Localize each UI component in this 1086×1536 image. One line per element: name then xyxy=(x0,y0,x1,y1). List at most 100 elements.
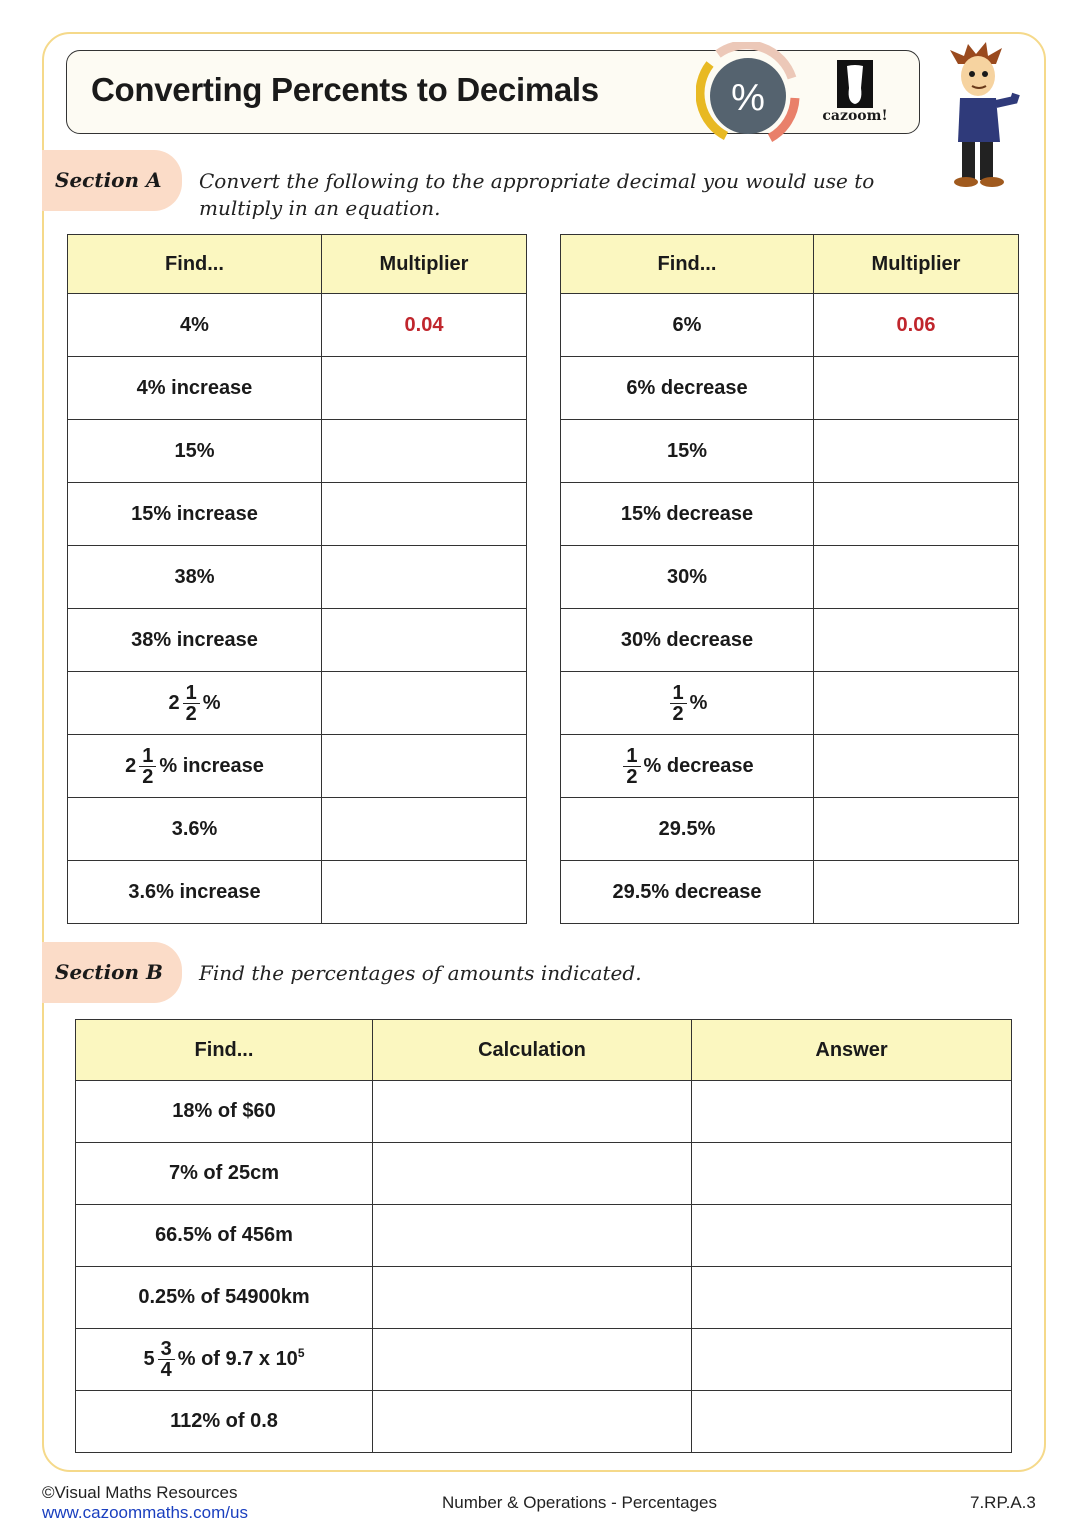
table-row: 15% xyxy=(560,419,1019,483)
multiplier-cell[interactable] xyxy=(813,545,1019,609)
multiplier-cell[interactable] xyxy=(321,419,527,483)
table-row: 1 2% xyxy=(560,671,1019,735)
multiplier-cell[interactable] xyxy=(813,734,1019,798)
calculation-cell[interactable] xyxy=(372,1328,692,1391)
multiplier-cell[interactable] xyxy=(813,608,1019,672)
multiplier-cell[interactable]: 0.06 xyxy=(813,293,1019,357)
table-row: 29.5% xyxy=(560,797,1019,861)
calculation-cell[interactable] xyxy=(372,1142,692,1205)
denominator: 2 xyxy=(672,702,684,725)
find-text: 3.6% increase xyxy=(128,880,261,903)
table-row: 7% of 25cm xyxy=(75,1142,1012,1205)
find-cell: 4% xyxy=(67,293,322,357)
denominator: 2 xyxy=(185,702,197,725)
copyright-text: ©Visual Maths Resources xyxy=(42,1483,238,1502)
find-suffix: % decrease xyxy=(643,754,754,777)
find-text: 4% increase xyxy=(136,376,253,399)
table-row: 3.6% xyxy=(67,797,527,861)
find-cell: 15% xyxy=(67,419,322,483)
multiplier-cell[interactable] xyxy=(813,482,1019,546)
multiplier-cell[interactable] xyxy=(321,545,527,609)
whole-number: 5 xyxy=(143,1347,155,1370)
header-answer: Answer xyxy=(691,1019,1012,1081)
table-row: 2 1 2% increase xyxy=(67,734,527,798)
table-row: 6% decrease xyxy=(560,356,1019,420)
find-cell: 3.6% increase xyxy=(67,860,322,924)
worksheet-border xyxy=(42,32,1046,1472)
multiplier-cell[interactable] xyxy=(321,356,527,420)
table-row: 15% xyxy=(67,419,527,483)
answer-cell[interactable] xyxy=(691,1390,1012,1453)
answer-cell[interactable] xyxy=(691,1080,1012,1143)
find-cell: 2 1 2% increase xyxy=(67,734,322,798)
find-text: 18% of $60 xyxy=(172,1100,276,1122)
multiplier-cell[interactable] xyxy=(813,419,1019,483)
find-suffix: % of 9.7 x 10 xyxy=(177,1347,298,1370)
percent-symbol: % xyxy=(731,77,765,119)
multiplier-cell[interactable] xyxy=(321,671,527,735)
table-row: 4% increase xyxy=(67,356,527,420)
standard-code: 7.RP.A.3 xyxy=(970,1493,1036,1512)
find-text: 29.5% decrease xyxy=(612,880,762,903)
table-row: 5 3 4% of 9.7 x 105 xyxy=(75,1328,1012,1391)
section-b-table: Find... Calculation Answer 18% of $60 7% of… xyxy=(75,1019,1012,1453)
find-text: 38% xyxy=(174,565,215,588)
numerator: 3 xyxy=(157,1339,175,1360)
find-cell: 29.5% xyxy=(560,797,814,861)
calculation-cell[interactable] xyxy=(372,1390,692,1453)
find-text: 66.5% of 456m xyxy=(155,1224,293,1246)
find-text: 4% xyxy=(180,313,209,336)
multiplier-cell[interactable] xyxy=(813,860,1019,924)
numerator: 1 xyxy=(182,683,200,704)
answer-cell[interactable] xyxy=(691,1204,1012,1267)
header-calculation: Calculation xyxy=(372,1019,692,1081)
header-multiplier: Multiplier xyxy=(321,234,527,294)
find-cell: 4% increase xyxy=(67,356,322,420)
multiplier-cell[interactable] xyxy=(321,482,527,546)
multiplier-cell[interactable] xyxy=(813,356,1019,420)
topic-text: Number & Operations - Percentages xyxy=(442,1493,717,1512)
find-text: 29.5% xyxy=(658,817,716,840)
find-cell: 0.25% of 54900km xyxy=(75,1266,373,1329)
calculation-cell[interactable] xyxy=(372,1204,692,1267)
find-text: 15% decrease xyxy=(620,502,754,525)
find-cell: 38% xyxy=(67,545,322,609)
table-row: 66.5% of 456m xyxy=(75,1204,1012,1267)
denominator: 4 xyxy=(160,1359,172,1381)
find-cell: 66.5% of 456m xyxy=(75,1204,373,1267)
find-cell: 15% xyxy=(560,419,814,483)
calculation-cell[interactable] xyxy=(372,1080,692,1143)
multiplier-cell[interactable] xyxy=(321,734,527,798)
example-answer: 0.06 xyxy=(896,313,936,336)
multiplier-cell[interactable]: 0.04 xyxy=(321,293,527,357)
section-a-instruction: Convert the following to the appropriate… xyxy=(199,169,875,220)
table-row: 38% increase xyxy=(67,608,527,672)
answer-cell[interactable] xyxy=(691,1142,1012,1205)
website-link[interactable]: www.cazoommaths.com/us xyxy=(42,1503,248,1522)
find-cell: 30% decrease xyxy=(560,608,814,672)
exponent: 5 xyxy=(297,1346,305,1361)
find-cell: 2 1 2% xyxy=(67,671,322,735)
multiplier-cell[interactable] xyxy=(321,608,527,672)
find-cell: 15% decrease xyxy=(560,482,814,546)
find-suffix: % xyxy=(689,691,708,714)
answer-cell[interactable] xyxy=(691,1266,1012,1329)
whole-number: 2 xyxy=(125,754,137,777)
multiplier-cell[interactable] xyxy=(813,797,1019,861)
find-cell: 38% increase xyxy=(67,608,322,672)
find-cell: 6% xyxy=(560,293,814,357)
calculation-cell[interactable] xyxy=(372,1266,692,1329)
denominator: 2 xyxy=(142,765,154,788)
multiplier-cell[interactable] xyxy=(321,860,527,924)
answer-cell[interactable] xyxy=(691,1328,1012,1391)
find-suffix: % xyxy=(202,691,221,714)
find-cell: 112% of 0.8 xyxy=(75,1390,373,1453)
mascot-character-icon xyxy=(950,42,1020,187)
find-text: 15% xyxy=(666,439,708,462)
multiplier-cell[interactable] xyxy=(321,797,527,861)
multiplier-cell[interactable] xyxy=(813,671,1019,735)
find-text: 6% xyxy=(672,313,702,336)
find-cell: 1 2% xyxy=(560,671,814,735)
